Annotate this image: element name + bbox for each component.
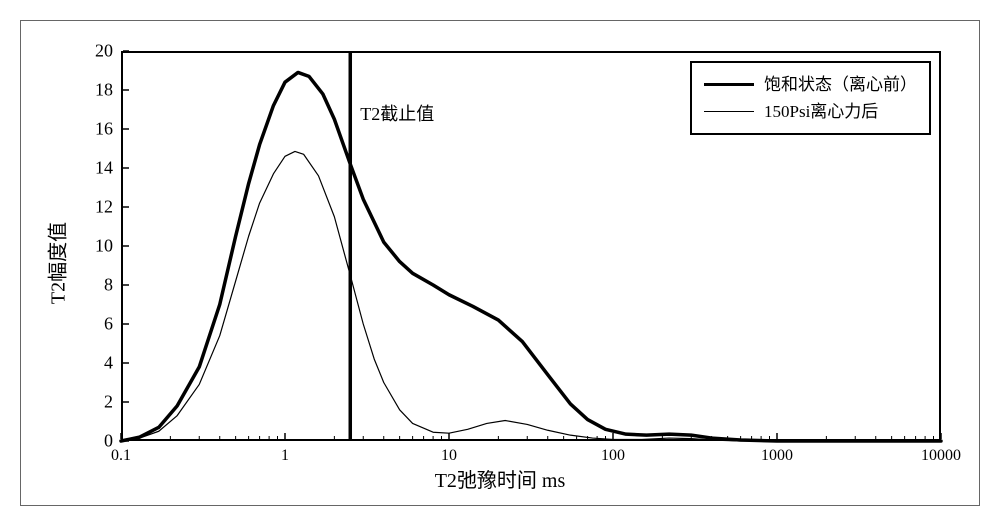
xtick-label: 0.1 bbox=[111, 447, 131, 465]
legend-line-1 bbox=[704, 111, 754, 112]
xtick-label: 100 bbox=[601, 447, 625, 465]
figure-frame: T2幅度值 饱和状态（离心前） 150Psi离心力后 0246810121416… bbox=[20, 20, 980, 506]
xtick-label: 10000 bbox=[921, 447, 961, 465]
legend-row-1: 150Psi离心力后 bbox=[704, 98, 917, 125]
legend-label-0: 饱和状态（离心前） bbox=[764, 71, 917, 98]
ytick-label: 4 bbox=[104, 353, 113, 374]
plot-container: 饱和状态（离心前） 150Psi离心力后 024681012141618200.… bbox=[121, 51, 941, 441]
xtick-label: 1000 bbox=[761, 447, 793, 465]
ytick-label: 14 bbox=[95, 158, 113, 179]
y-axis-label: T2幅度值 bbox=[42, 222, 71, 304]
xtick-label: 1 bbox=[281, 447, 289, 465]
ytick-label: 12 bbox=[95, 197, 113, 218]
x-axis-label: T2弛豫时间 ms bbox=[435, 464, 566, 493]
legend-line-0 bbox=[704, 83, 754, 86]
legend-label-1: 150Psi离心力后 bbox=[764, 98, 878, 125]
ytick-label: 10 bbox=[95, 236, 113, 257]
ytick-label: 18 bbox=[95, 80, 113, 101]
ytick-label: 20 bbox=[95, 41, 113, 62]
ytick-label: 8 bbox=[104, 275, 113, 296]
ytick-label: 16 bbox=[95, 119, 113, 140]
ytick-label: 6 bbox=[104, 314, 113, 335]
legend-row-0: 饱和状态（离心前） bbox=[704, 71, 917, 98]
ytick-label: 2 bbox=[104, 392, 113, 413]
xtick-label: 10 bbox=[441, 447, 457, 465]
cutoff-label: T2截止值 bbox=[360, 100, 434, 126]
legend: 饱和状态（离心前） 150Psi离心力后 bbox=[690, 61, 931, 135]
